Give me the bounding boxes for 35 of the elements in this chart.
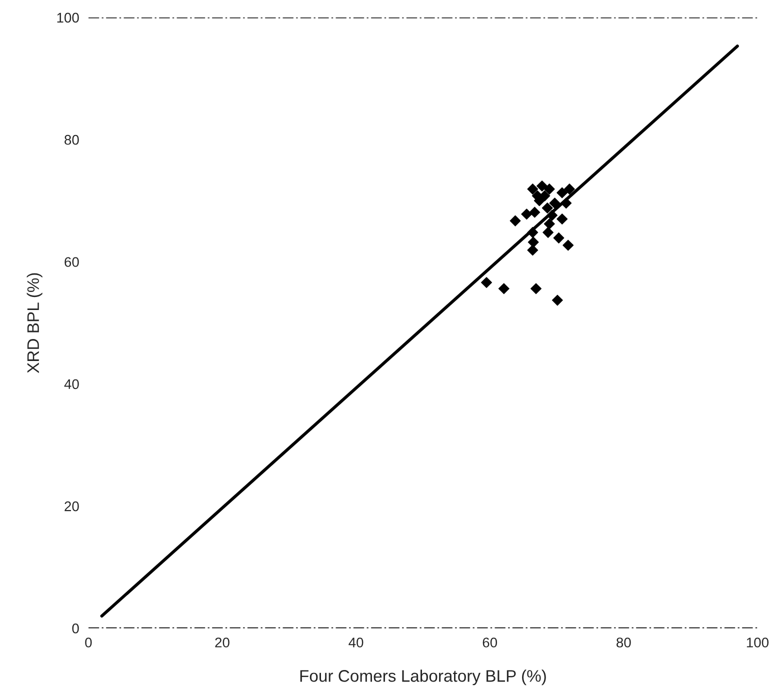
point xyxy=(536,180,548,192)
y-tick-label: 20 xyxy=(64,501,79,512)
point xyxy=(542,202,553,214)
point xyxy=(556,187,568,198)
x-tick-label: 0 xyxy=(85,638,92,648)
x-tick-label: 40 xyxy=(348,638,364,648)
point xyxy=(553,232,564,244)
point xyxy=(510,215,521,226)
point xyxy=(549,198,560,209)
point xyxy=(564,184,575,195)
point xyxy=(552,294,563,306)
x-tick-label: 80 xyxy=(616,638,631,648)
point xyxy=(529,206,540,218)
x-tick-label: 100 xyxy=(746,638,769,648)
point xyxy=(544,184,555,195)
point xyxy=(542,226,554,238)
point xyxy=(527,244,538,256)
point xyxy=(498,283,510,294)
point xyxy=(521,208,532,220)
point xyxy=(530,283,542,294)
x-axis-title: Four Comers Laboratory BLP (%) xyxy=(300,670,546,686)
y-tick-label: 40 xyxy=(64,379,79,390)
x-tick-label: 20 xyxy=(215,638,230,648)
y-axis-title: XRD BPL (%) xyxy=(26,273,42,374)
point xyxy=(527,184,538,195)
point xyxy=(528,236,539,248)
y-tick-label: 80 xyxy=(64,134,79,145)
y-tick-label: 100 xyxy=(57,12,79,23)
point xyxy=(562,240,574,251)
point xyxy=(544,218,555,230)
x-tick-label: 60 xyxy=(482,638,498,648)
y-tick-label: 0 xyxy=(72,624,79,634)
y-tick-label: 60 xyxy=(64,257,79,267)
point xyxy=(556,214,568,224)
point xyxy=(481,277,492,288)
